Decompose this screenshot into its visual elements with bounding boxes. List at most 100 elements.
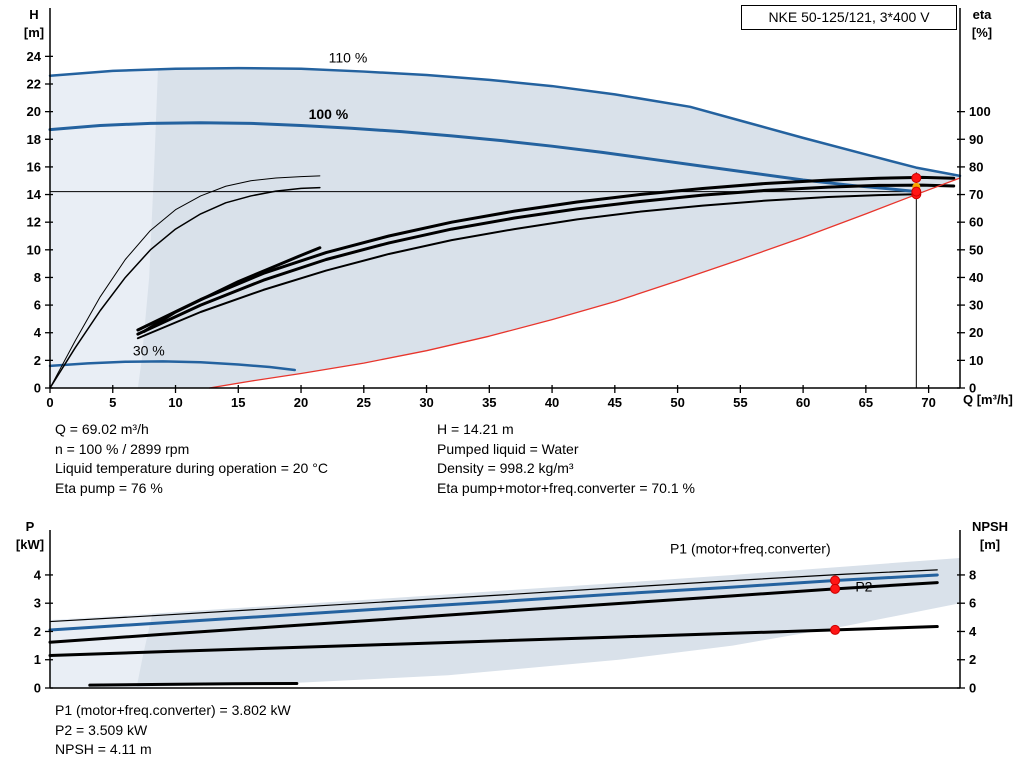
tick-label: 65: [859, 395, 873, 410]
pump-model-title: NKE 50-125/121, 3*400 V: [741, 5, 957, 30]
tick-label: 70: [969, 187, 983, 202]
h-axis-symbol: H: [29, 7, 39, 22]
tick-label: 22: [27, 77, 41, 92]
tick-label: 70: [921, 395, 935, 410]
tick-label: 0: [969, 381, 976, 396]
tick-label: 4: [34, 567, 42, 582]
duty-info-right: H = 14.21 m Pumped liquid = Water Densit…: [437, 420, 695, 498]
p2-curve: [48, 581, 939, 644]
tick-label: 3: [34, 596, 41, 611]
p-axis-unit: [kW]: [15, 537, 45, 552]
eta-scaling-thin-curve: [49, 175, 321, 389]
tick-label: 15: [231, 395, 245, 410]
tick-label: 100: [969, 104, 991, 119]
p1-curve-label: P1 (motor+freq.converter): [670, 541, 831, 557]
eta-scaling-thin-curve-2: [49, 186, 321, 389]
info-liquid-temp: Liquid temperature during operation = 20…: [55, 460, 328, 476]
p-axis-symbol: P: [25, 519, 35, 534]
tick-label: 0: [969, 681, 976, 696]
tick-label: 40: [545, 395, 559, 410]
p1-max-thin-curve: [49, 569, 938, 623]
tick-label: 1: [34, 652, 41, 667]
p1-curve: [48, 573, 939, 632]
p-axis-label: P [kW]: [6, 518, 54, 554]
tick-label: 6: [34, 298, 41, 313]
tick-label: 60: [969, 215, 983, 230]
duty-dot-eta-pump: [911, 172, 922, 183]
h-axis-unit: [m]: [23, 25, 45, 40]
tick-label: 30: [419, 395, 433, 410]
duty-info-left: Q = 69.02 m³/h n = 100 % / 2899 rpm Liqu…: [55, 420, 328, 498]
info-eta-total: Eta pump+motor+freq.converter = 70.1 %: [437, 479, 695, 496]
speed-100-label: 100 %: [309, 106, 349, 122]
tick-label: 0: [46, 395, 53, 410]
power-envelope: [50, 557, 960, 688]
tick-label: 30: [969, 298, 983, 313]
power-npsh-chart: 0 1 2 3 4 0 2 4 6 8 P1 (motor+freq.converter) P2: [34, 530, 977, 696]
tick-label: 5: [109, 395, 116, 410]
tick-label: 60: [796, 395, 810, 410]
info-eta-pump: Eta pump = 76 %: [55, 479, 163, 496]
tick-label: 80: [969, 159, 983, 174]
speed-110-label: 110 %: [329, 50, 368, 66]
tick-label: 18: [27, 132, 41, 147]
speed-30-curve: [48, 360, 297, 372]
speed-30-label: 30 %: [133, 343, 165, 359]
info-density: Density = 998.2 kg/m³: [437, 460, 574, 476]
eta-axis-unit: [%]: [971, 25, 993, 40]
h-axis-label: H [m]: [14, 6, 54, 42]
tick-label: 10: [969, 353, 983, 368]
tick-label: 10: [27, 242, 41, 257]
npsh-axis-label: NPSH [m]: [960, 518, 1020, 554]
p2-curve-label: P2: [855, 578, 872, 594]
info-pumped-liquid: Pumped liquid = Water: [437, 440, 579, 457]
info-head: H = 14.21 m: [437, 421, 514, 437]
q-axis-label: Q [m³/h]: [963, 392, 1013, 407]
tick-label: 10: [168, 395, 182, 410]
tick-label: 4: [969, 624, 977, 639]
hq-eta-chart: 0 5 10 15 20 25 30 35 40 45 50 55 60 65 70024681012141…: [27, 8, 991, 410]
tick-label: 8: [969, 567, 976, 582]
tick-label: 20: [294, 395, 308, 410]
tick-label: 2: [34, 353, 41, 368]
tick-label: 14: [27, 187, 42, 202]
power-info: P1 (motor+freq.converter) = 3.802 kW P2 …: [55, 701, 291, 760]
tick-label: 0: [34, 381, 41, 396]
tick-label: 55: [733, 395, 747, 410]
info-npsh: NPSH = 4.11 m: [55, 741, 152, 757]
duty-dot-npsh: [830, 624, 841, 635]
info-speed: n = 100 % / 2899 rpm: [55, 440, 190, 457]
tick-label: 50: [670, 395, 684, 410]
npsh-axis-symbol: NPSH: [971, 519, 1009, 534]
operating-envelope: [50, 68, 960, 388]
p2-low-speed-curve: [88, 681, 299, 687]
tick-label: 2: [969, 652, 976, 667]
tick-label: 4: [34, 325, 42, 340]
power-low-flow-region: [50, 613, 153, 688]
duty-dot-p1: [830, 575, 841, 586]
tick-label: 90: [969, 132, 983, 147]
tick-label: 16: [27, 159, 41, 174]
tick-label: 35: [482, 395, 496, 410]
eta-axis-label: eta [%]: [958, 6, 1006, 42]
eta-pump-motor-curve: [136, 183, 956, 336]
tick-label: 25: [357, 395, 371, 410]
speed-110-curve: [48, 66, 962, 178]
tick-label: 8: [34, 270, 41, 285]
info-p1: P1 (motor+freq.converter) = 3.802 kW: [55, 702, 291, 718]
npsh-axis-unit: [m]: [979, 537, 1001, 552]
tick-label: 24: [27, 49, 42, 64]
tick-label: 2: [34, 624, 41, 639]
tick-label: 12: [27, 215, 41, 230]
duty-dot-p2: [830, 583, 841, 594]
tick-label: 6: [969, 596, 976, 611]
npsh-curve: [48, 625, 939, 657]
info-p2: P2 = 3.509 kW: [55, 721, 148, 738]
tick-label: 0: [34, 681, 41, 696]
eta-pump-curve: [136, 175, 956, 332]
info-flow: Q = 69.02 m³/h: [55, 421, 149, 437]
tick-label: 20: [969, 325, 983, 340]
tick-label: 40: [969, 270, 983, 285]
eta-axis-symbol: eta: [972, 7, 992, 22]
